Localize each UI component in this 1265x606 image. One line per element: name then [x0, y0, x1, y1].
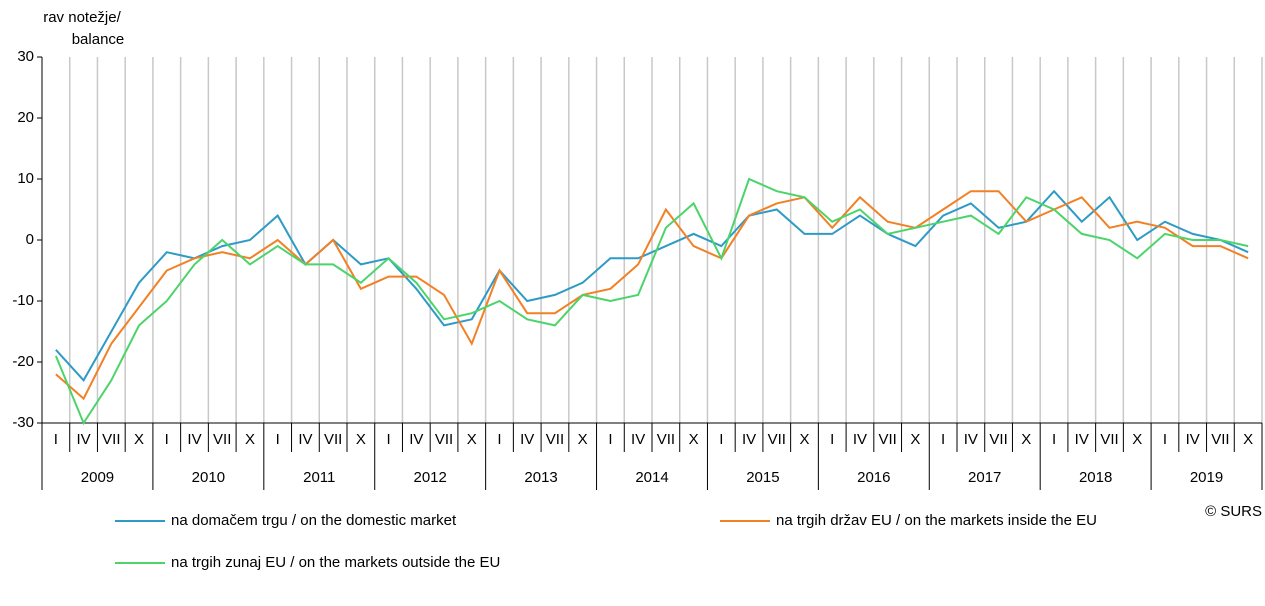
source: © SURS — [1205, 503, 1262, 520]
x-tick-label: VII — [546, 431, 564, 448]
x-tick-label: I — [830, 431, 834, 448]
x-tick-label: IV — [631, 431, 645, 448]
year-label: 2012 — [413, 469, 446, 486]
y-tick-label: 10 — [17, 170, 34, 187]
x-tick-label: I — [497, 431, 501, 448]
x-tick-label: I — [1052, 431, 1056, 448]
x-tick-label: VII — [324, 431, 342, 448]
year-label: 2017 — [968, 469, 1001, 486]
x-tick-label: IV — [520, 431, 534, 448]
year-label: 2015 — [746, 469, 779, 486]
x-tick-label: VII — [879, 431, 897, 448]
x-tick-label: X — [910, 431, 920, 448]
x-tick-label: IV — [187, 431, 201, 448]
line-series — [55, 189, 1249, 382]
y-tick-label: -10 — [12, 292, 34, 309]
x-tick-label: VII — [435, 431, 453, 448]
x-tick-label: IV — [853, 431, 867, 448]
x-tick-label: VII — [657, 431, 675, 448]
year-label: 2011 — [303, 469, 335, 486]
x-tick-label: X — [134, 431, 144, 448]
legend-label: na trgih zunaj EU / on the markets outsi… — [171, 554, 500, 571]
x-tick-label: VII — [102, 431, 120, 448]
x-tick-label: X — [1021, 431, 1031, 448]
year-label: 2016 — [857, 469, 890, 486]
x-tick-label: VII — [989, 431, 1007, 448]
x-tick-label: IV — [964, 431, 978, 448]
y-axis-label: balance — [72, 31, 125, 48]
line-series — [54, 177, 1249, 426]
x-tick-label: I — [1163, 431, 1167, 448]
year-label: 2019 — [1190, 469, 1223, 486]
x-tick-label: VII — [1100, 431, 1118, 448]
x-tick-label: IV — [1075, 431, 1089, 448]
x-tick-label: IV — [76, 431, 90, 448]
x-tick-label: I — [719, 431, 723, 448]
x-tick-label: I — [608, 431, 612, 448]
y-tick-label: 0 — [26, 231, 34, 248]
legend-label: na domačem trgu / on the domestic market — [171, 512, 457, 529]
x-tick-label: I — [165, 431, 169, 448]
x-tick-label: X — [578, 431, 588, 448]
year-label: 2009 — [81, 469, 114, 486]
line-series — [55, 190, 1249, 401]
x-tick-label: IV — [1186, 431, 1200, 448]
x-tick-label: X — [1243, 431, 1253, 448]
x-tick-label: X — [1132, 431, 1142, 448]
x-tick-label: I — [941, 431, 945, 448]
y-axis-label: rav notežje/ — [43, 9, 121, 26]
x-tick-label: IV — [742, 431, 756, 448]
x-tick-label: IV — [298, 431, 312, 448]
y-tick-label: -30 — [12, 414, 34, 431]
x-tick-label: I — [54, 431, 58, 448]
x-tick-label: X — [245, 431, 255, 448]
legend-label: na trgih držav EU / on the markets insid… — [776, 512, 1097, 529]
x-tick-label: IV — [409, 431, 423, 448]
x-tick-label: VII — [1211, 431, 1229, 448]
x-tick-label: I — [276, 431, 280, 448]
year-label: 2014 — [635, 469, 668, 486]
y-tick-label: 30 — [17, 48, 34, 65]
y-tick-label: -20 — [12, 353, 34, 370]
y-tick-label: 20 — [17, 109, 34, 126]
year-label: 2018 — [1079, 469, 1112, 486]
year-label: 2013 — [524, 469, 557, 486]
x-tick-label: VII — [768, 431, 786, 448]
x-tick-label: VII — [213, 431, 231, 448]
x-tick-label: X — [799, 431, 809, 448]
x-tick-label: X — [356, 431, 366, 448]
year-label: 2010 — [192, 469, 225, 486]
x-tick-label: X — [689, 431, 699, 448]
x-tick-label: I — [387, 431, 391, 448]
x-tick-label: X — [467, 431, 477, 448]
